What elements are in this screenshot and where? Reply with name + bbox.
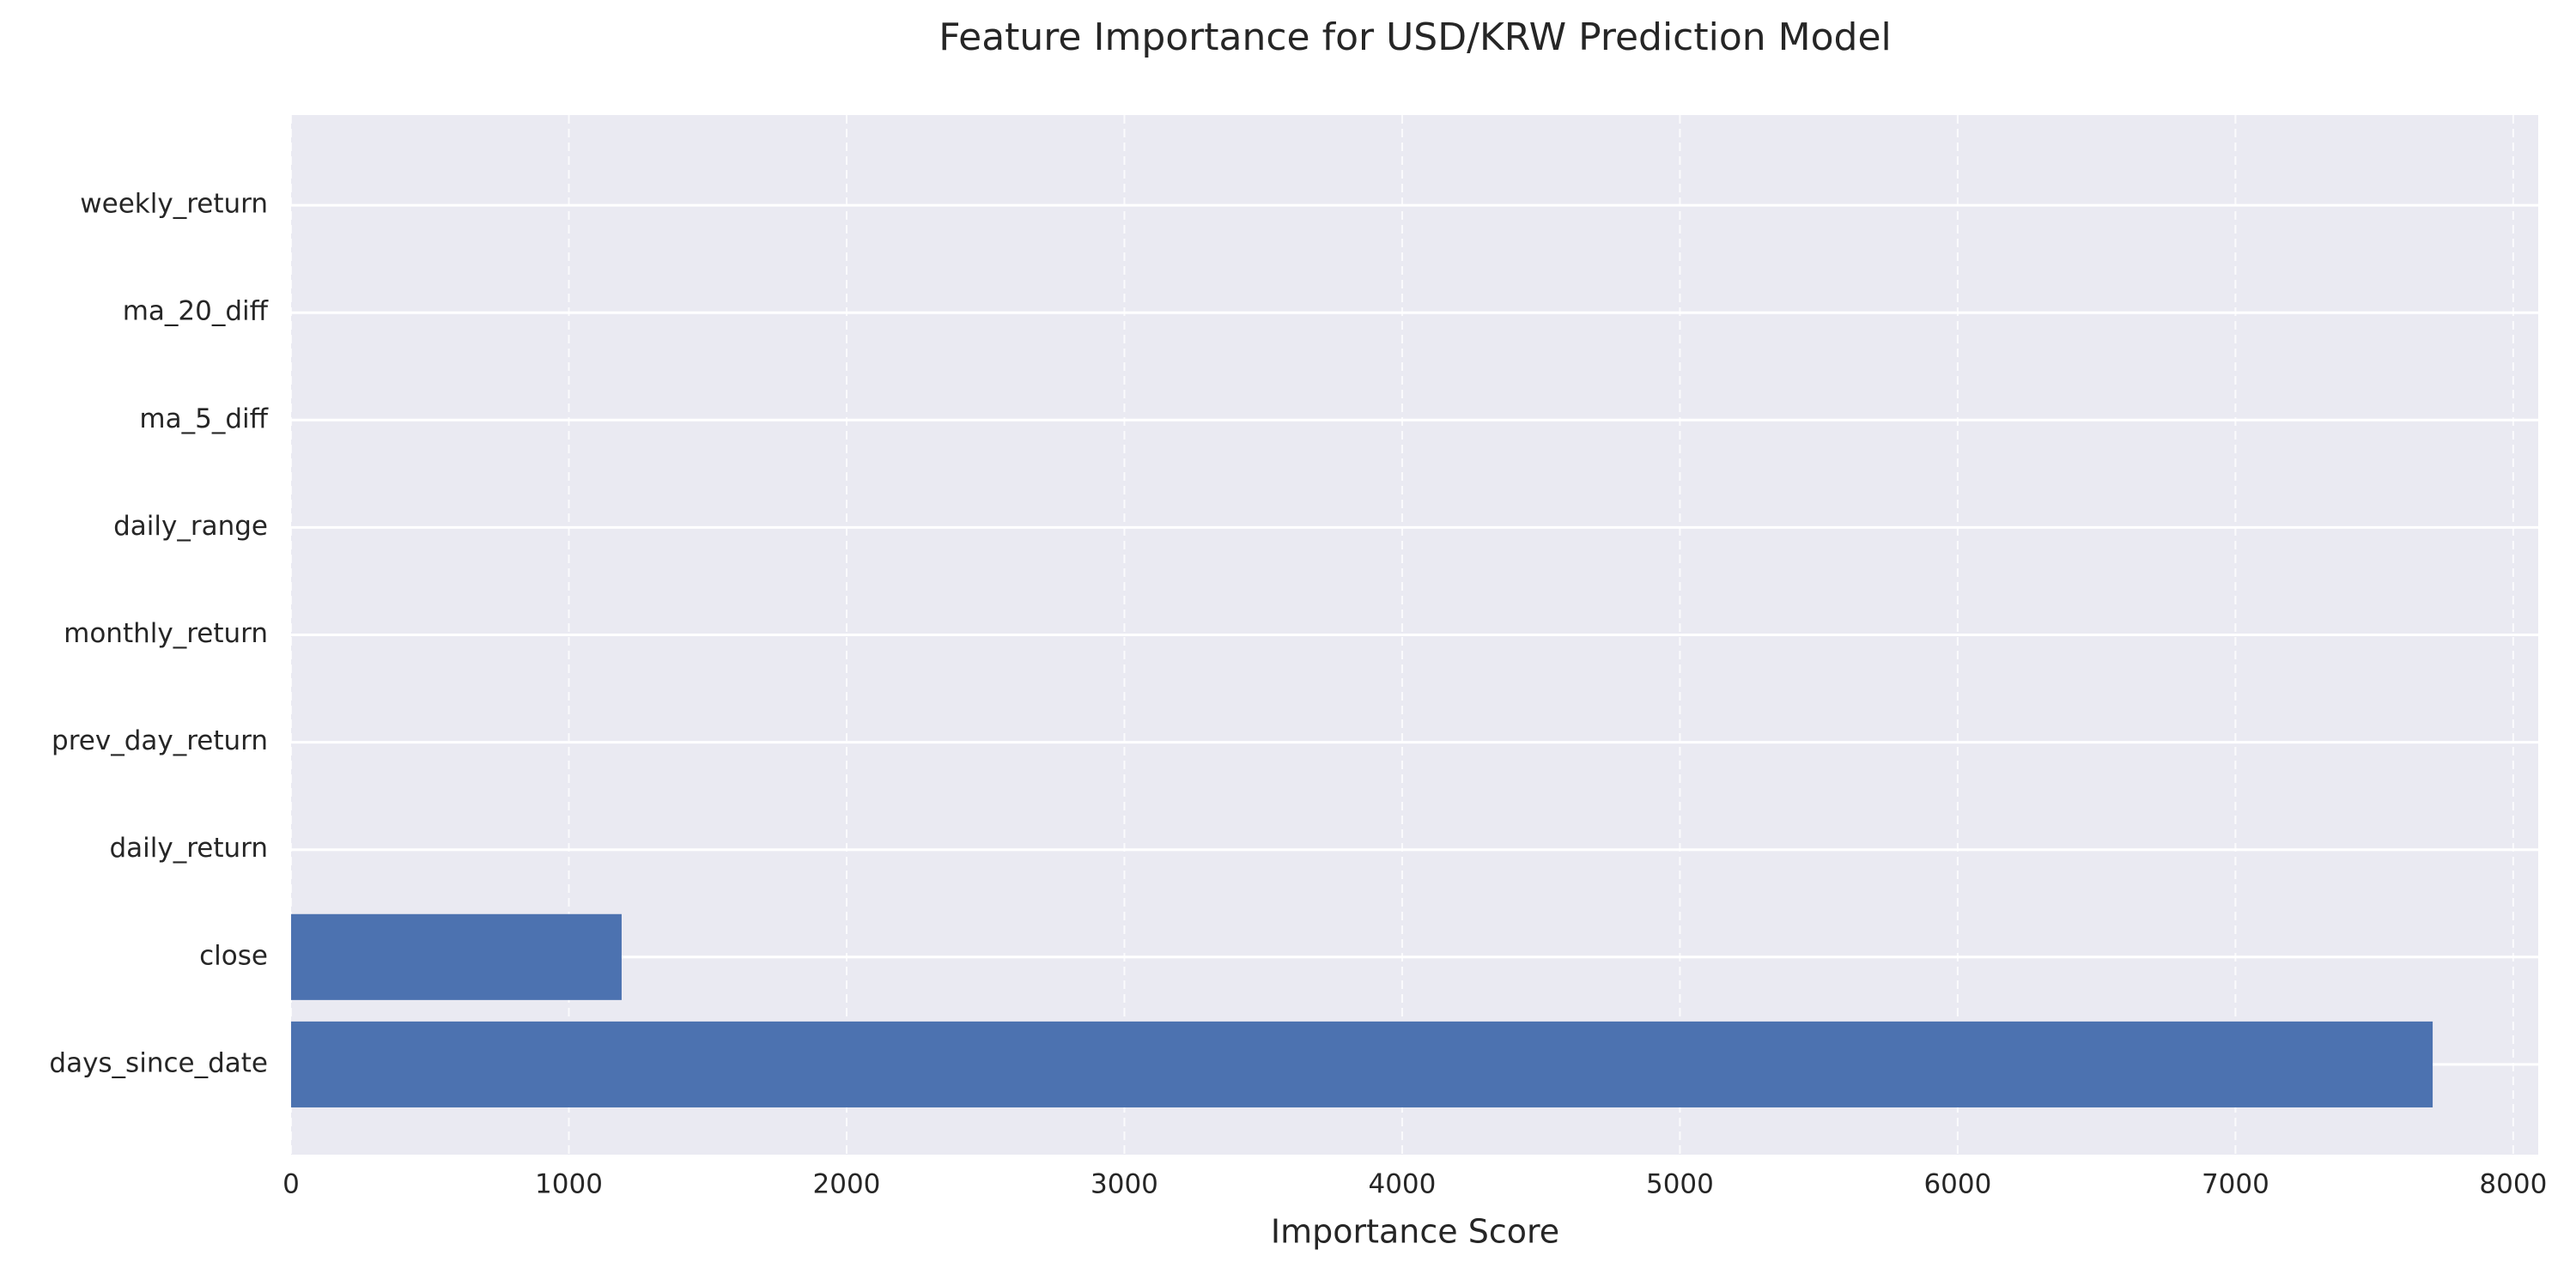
x-tick-label: 0 xyxy=(283,1169,300,1200)
y-tick-label: ma_20_diff xyxy=(123,296,269,327)
x-tick-label: 4000 xyxy=(1368,1169,1436,1200)
x-tick-label: 2000 xyxy=(813,1169,881,1200)
bar xyxy=(291,913,622,1000)
x-tick-label: 8000 xyxy=(2479,1169,2547,1200)
y-tick-label: daily_range xyxy=(113,511,268,542)
y-tick-label: days_since_date xyxy=(49,1047,268,1078)
y-tick-label: close xyxy=(199,940,268,971)
y-tick-label: prev_day_return xyxy=(52,725,268,756)
x-tick-label: 3000 xyxy=(1091,1169,1158,1200)
x-axis-label: Importance Score xyxy=(1271,1213,1559,1251)
y-tick-label: ma_5_diff xyxy=(139,403,268,434)
x-tick-label: 6000 xyxy=(1923,1169,1991,1200)
y-tick-label: monthly_return xyxy=(64,618,268,649)
y-tick-label: daily_return xyxy=(109,833,268,864)
y-tick-label: weekly_return xyxy=(80,189,268,220)
x-tick-label: 5000 xyxy=(1646,1169,1714,1200)
x-tick-label: 1000 xyxy=(535,1169,603,1200)
bar xyxy=(291,1021,2433,1107)
x-tick-label: 7000 xyxy=(2202,1169,2269,1200)
chart-title: Feature Importance for USD/KRW Predictio… xyxy=(939,15,1892,59)
